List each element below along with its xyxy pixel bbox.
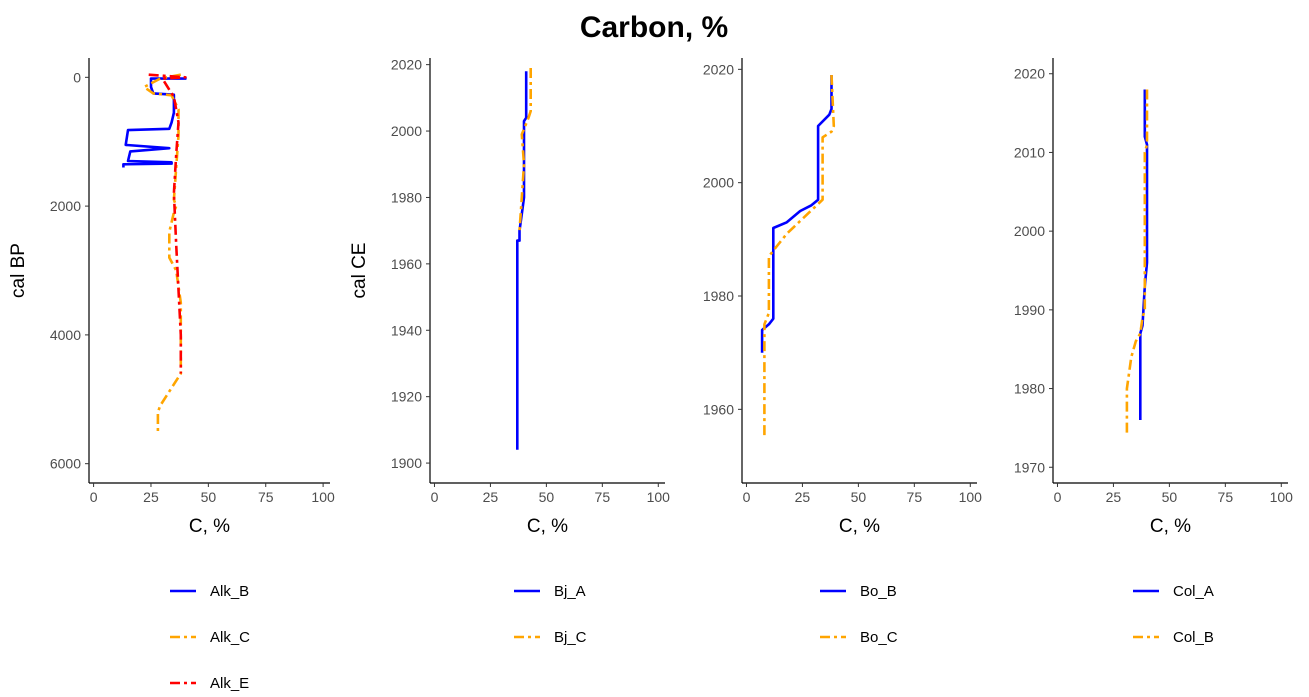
y-tick-label: 6000 bbox=[50, 456, 81, 472]
x-tick-label: 25 bbox=[1106, 489, 1122, 505]
x-tick-label: 100 bbox=[311, 489, 335, 505]
y-tick-label: 1920 bbox=[391, 389, 422, 405]
figure-title: Carbon, % bbox=[580, 11, 728, 44]
y-tick-label: 2020 bbox=[1014, 66, 1045, 82]
x-tick-label: 50 bbox=[851, 489, 867, 505]
y-tick-label: 1970 bbox=[1014, 459, 1045, 475]
y-tick-label: 4000 bbox=[50, 327, 81, 343]
legend-label: Col_B bbox=[1173, 629, 1214, 646]
y-tick-label: 2000 bbox=[703, 175, 734, 191]
x-tick-label: 0 bbox=[90, 489, 98, 505]
y-tick-label: 0 bbox=[73, 69, 81, 85]
series-line-bo-b bbox=[760, 75, 833, 353]
y-tick-label: 1990 bbox=[1014, 302, 1045, 318]
series-line-bj-c bbox=[518, 68, 533, 231]
panel-1: 0 25 50 75 100 0 2000 4000 6000 C, % cal BP Alk_B Al… bbox=[8, 58, 335, 692]
x-tick-label: 25 bbox=[795, 489, 811, 505]
series-line-bj-a bbox=[515, 71, 528, 450]
y-axis-title: cal BP bbox=[8, 243, 29, 298]
y-tick-label: 2020 bbox=[703, 61, 734, 77]
x-tick-label: 50 bbox=[1162, 489, 1178, 505]
series-line-alk-b bbox=[122, 76, 187, 168]
y-tick-label: 1900 bbox=[391, 455, 422, 471]
x-axis-title: C, % bbox=[1150, 516, 1191, 537]
y-tick-label: 2010 bbox=[1014, 144, 1045, 160]
x-tick-label: 100 bbox=[959, 489, 983, 505]
panel-4: 0 25 50 75 100 1970 1980 1990 2000 2010 2020 C, % Co… bbox=[1014, 58, 1293, 646]
x-tick-label: 0 bbox=[743, 489, 751, 505]
y-tick-label: 2000 bbox=[50, 198, 81, 214]
y-tick-label: 1940 bbox=[391, 322, 422, 338]
x-axis-title: C, % bbox=[839, 516, 880, 537]
series-line-bo-c bbox=[763, 74, 836, 438]
series-line-alk-e bbox=[148, 73, 187, 374]
x-tick-label: 0 bbox=[431, 489, 439, 505]
x-tick-label: 75 bbox=[258, 489, 274, 505]
x-tick-label: 75 bbox=[595, 489, 611, 505]
x-tick-label: 0 bbox=[1054, 489, 1062, 505]
series-line-col-a bbox=[1139, 89, 1149, 420]
y-tick-label: 1980 bbox=[1014, 381, 1045, 397]
legend-label: Alk_B bbox=[210, 583, 249, 600]
x-tick-label: 75 bbox=[907, 489, 923, 505]
legend-label: Bj_C bbox=[554, 629, 587, 646]
panel-3: 0 25 50 75 100 1960 1980 2000 2020 C, % Bo_B Bo_C bbox=[703, 58, 982, 646]
y-tick-label: 1980 bbox=[703, 288, 734, 304]
legend-label: Col_A bbox=[1173, 583, 1214, 600]
x-tick-label: 50 bbox=[539, 489, 555, 505]
x-tick-label: 75 bbox=[1218, 489, 1234, 505]
x-axis-title: C, % bbox=[189, 516, 230, 537]
y-tick-label: 2020 bbox=[391, 57, 422, 73]
x-tick-label: 25 bbox=[143, 489, 159, 505]
x-tick-label: 100 bbox=[647, 489, 671, 505]
y-tick-label: 1960 bbox=[703, 401, 734, 417]
legend-label: Bj_A bbox=[554, 583, 586, 600]
y-tick-label: 1960 bbox=[391, 256, 422, 272]
x-tick-label: 25 bbox=[483, 489, 499, 505]
y-tick-label: 2000 bbox=[391, 123, 422, 139]
x-tick-label: 100 bbox=[1270, 489, 1294, 505]
legend-label: Alk_C bbox=[210, 629, 250, 646]
y-tick-label: 1980 bbox=[391, 189, 422, 205]
legend-label: Bo_B bbox=[860, 583, 897, 600]
legend-label: Alk_E bbox=[210, 675, 249, 692]
y-tick-label: 2000 bbox=[1014, 223, 1045, 239]
x-tick-label: 50 bbox=[201, 489, 217, 505]
legend-label: Bo_C bbox=[860, 629, 898, 646]
x-axis-title: C, % bbox=[527, 516, 568, 537]
y-axis-title: cal CE bbox=[349, 243, 370, 299]
panel-2: 0 25 50 75 100 1900 1920 1940 1960 1980 2000 2020 C,… bbox=[349, 57, 670, 646]
series-line-col-b bbox=[1125, 89, 1149, 436]
